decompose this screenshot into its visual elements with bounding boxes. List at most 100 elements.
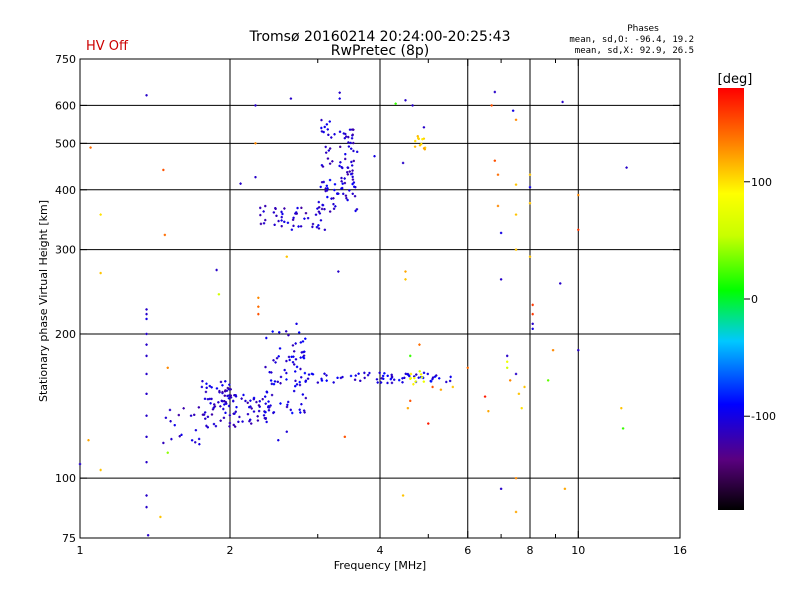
data-point bbox=[203, 411, 207, 414]
data-point bbox=[295, 322, 298, 326]
data-point bbox=[286, 403, 289, 406]
data-point bbox=[330, 136, 333, 139]
data-point bbox=[289, 97, 293, 100]
data-point bbox=[343, 435, 347, 438]
data-point bbox=[380, 377, 384, 380]
data-point bbox=[197, 437, 201, 441]
data-point bbox=[328, 147, 332, 150]
data-point bbox=[351, 133, 354, 136]
y-tick-label: 500 bbox=[55, 137, 76, 150]
data-point bbox=[213, 403, 216, 406]
data-point bbox=[168, 408, 172, 412]
data-point bbox=[99, 468, 102, 472]
data-point bbox=[328, 120, 331, 123]
data-point bbox=[338, 130, 342, 133]
data-point bbox=[227, 404, 231, 408]
x-tick-label: 6 bbox=[464, 544, 471, 557]
data-point bbox=[528, 185, 532, 189]
data-points bbox=[78, 90, 628, 537]
data-point bbox=[285, 359, 288, 363]
data-point bbox=[445, 380, 448, 384]
data-point bbox=[347, 135, 350, 139]
data-point bbox=[210, 413, 214, 416]
data-point bbox=[222, 416, 226, 419]
data-point bbox=[283, 220, 286, 224]
data-point bbox=[404, 278, 407, 281]
data-point bbox=[262, 210, 265, 213]
data-point bbox=[351, 178, 355, 181]
data-point bbox=[350, 147, 353, 150]
data-point bbox=[265, 336, 268, 340]
data-point bbox=[262, 414, 266, 417]
data-point bbox=[228, 421, 232, 425]
data-point bbox=[259, 206, 262, 210]
data-point bbox=[409, 377, 412, 380]
x-tick-label: 2 bbox=[227, 544, 234, 557]
data-point bbox=[239, 182, 242, 185]
data-point bbox=[415, 373, 418, 376]
data-point bbox=[323, 125, 326, 129]
data-point bbox=[577, 228, 580, 231]
data-point bbox=[189, 414, 193, 417]
data-point bbox=[289, 408, 292, 412]
data-point bbox=[264, 204, 267, 208]
colorbar bbox=[718, 88, 744, 510]
data-point bbox=[338, 91, 341, 94]
data-point bbox=[224, 411, 227, 415]
data-point bbox=[506, 366, 509, 369]
data-point bbox=[281, 212, 284, 216]
data-point bbox=[411, 104, 414, 107]
data-point bbox=[390, 381, 394, 385]
data-point bbox=[326, 128, 329, 131]
data-point bbox=[241, 420, 244, 423]
data-point bbox=[328, 210, 332, 213]
data-point bbox=[345, 196, 348, 200]
data-point bbox=[272, 383, 276, 386]
data-point bbox=[359, 379, 362, 383]
data-point bbox=[162, 168, 165, 172]
data-point bbox=[514, 510, 518, 514]
data-point bbox=[417, 376, 420, 379]
data-point bbox=[219, 419, 222, 422]
data-point bbox=[290, 228, 294, 231]
data-point bbox=[324, 145, 327, 149]
data-point bbox=[347, 141, 350, 144]
y-tick-label: 75 bbox=[62, 532, 76, 545]
data-point bbox=[345, 135, 348, 138]
data-point bbox=[204, 390, 208, 394]
data-point bbox=[248, 420, 251, 423]
data-point bbox=[225, 402, 228, 405]
data-point bbox=[224, 389, 227, 392]
data-point bbox=[228, 383, 231, 386]
data-point bbox=[420, 376, 424, 379]
data-point bbox=[319, 185, 322, 189]
data-point bbox=[277, 219, 280, 223]
data-point bbox=[531, 312, 534, 316]
data-point bbox=[274, 361, 277, 364]
data-point bbox=[299, 341, 302, 344]
data-point bbox=[285, 371, 288, 375]
data-point bbox=[332, 202, 335, 206]
data-point bbox=[217, 401, 220, 404]
data-point bbox=[326, 195, 329, 199]
data-point bbox=[342, 192, 345, 196]
data-point bbox=[311, 222, 315, 226]
data-point bbox=[264, 416, 268, 420]
data-point bbox=[339, 161, 342, 164]
x-tick-label: 16 bbox=[673, 544, 687, 557]
data-point bbox=[420, 142, 423, 146]
data-point bbox=[249, 399, 252, 402]
data-point bbox=[204, 417, 207, 420]
data-point bbox=[182, 407, 185, 410]
data-point bbox=[413, 145, 417, 148]
y-tick-label: 100 bbox=[55, 472, 76, 485]
data-point bbox=[294, 379, 297, 383]
data-point bbox=[275, 357, 279, 360]
data-point bbox=[299, 225, 303, 228]
y-axis-label: Stationary phase Virtual Height [km] bbox=[37, 200, 50, 402]
data-point bbox=[514, 248, 518, 251]
data-point bbox=[528, 255, 532, 258]
data-point bbox=[244, 399, 247, 403]
data-point bbox=[284, 330, 288, 333]
data-point bbox=[343, 181, 347, 185]
